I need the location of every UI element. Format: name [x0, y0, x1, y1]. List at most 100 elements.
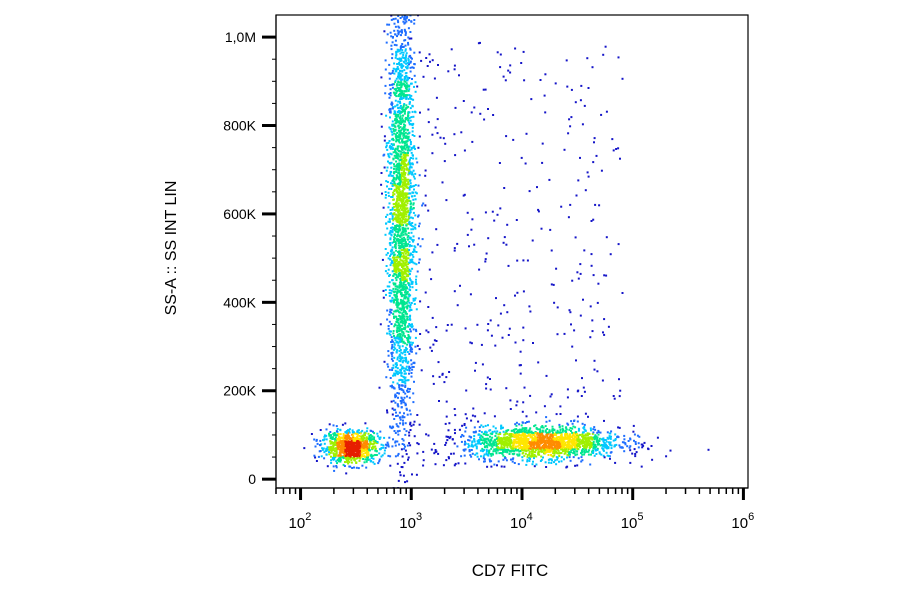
- event-point: [409, 66, 412, 69]
- event-point: [361, 445, 364, 448]
- event-point: [404, 238, 407, 241]
- event-point: [357, 454, 360, 456]
- event-point: [406, 444, 409, 447]
- event-point: [398, 150, 401, 153]
- event-point: [403, 212, 406, 215]
- event-point: [422, 75, 425, 78]
- event-point: [534, 435, 536, 438]
- event-point: [330, 445, 333, 448]
- event-point: [382, 444, 385, 447]
- event-point: [401, 334, 404, 337]
- event-point: [490, 444, 493, 447]
- event-point: [546, 440, 549, 443]
- event-point: [393, 315, 395, 318]
- event-point: [405, 164, 408, 167]
- event-point: [521, 434, 524, 437]
- event-point: [404, 349, 407, 352]
- event-point: [531, 448, 534, 451]
- event-point: [497, 436, 500, 439]
- event-point: [574, 444, 577, 447]
- event-point: [399, 317, 402, 319]
- event-point: [399, 364, 402, 367]
- event-point: [407, 57, 410, 60]
- event-point: [488, 450, 491, 453]
- event-point: [629, 461, 632, 464]
- event-point: [468, 439, 471, 442]
- event-point: [402, 207, 405, 210]
- event-point: [400, 200, 403, 203]
- event-point: [391, 69, 394, 72]
- event-point: [401, 438, 404, 440]
- event-point: [595, 453, 598, 455]
- event-point: [378, 452, 381, 455]
- event-point: [512, 453, 515, 456]
- event-point: [480, 431, 483, 434]
- event-point: [399, 269, 402, 272]
- event-point: [392, 157, 395, 160]
- event-point: [405, 224, 408, 227]
- event-point: [399, 52, 402, 55]
- event-point: [398, 392, 400, 395]
- event-point: [401, 276, 404, 279]
- event-point: [402, 20, 405, 23]
- event-point: [395, 115, 398, 118]
- event-point: [391, 107, 394, 110]
- event-point: [389, 308, 392, 311]
- event-point: [366, 458, 368, 461]
- event-point: [397, 479, 400, 482]
- event-point: [391, 249, 394, 252]
- event-point: [408, 77, 411, 79]
- event-point: [399, 102, 402, 105]
- event-point: [568, 451, 571, 454]
- event-point: [404, 34, 407, 36]
- event-point: [408, 288, 411, 291]
- event-point: [581, 445, 584, 447]
- event-point: [356, 432, 359, 435]
- event-point: [532, 443, 535, 446]
- event-point: [411, 366, 414, 368]
- event-point: [387, 365, 390, 368]
- event-point: [517, 463, 520, 466]
- event-point: [544, 449, 546, 452]
- event-point: [382, 206, 385, 209]
- event-point: [536, 432, 539, 435]
- event-point: [411, 171, 414, 174]
- event-point: [388, 23, 391, 26]
- event-point: [520, 429, 523, 431]
- event-point: [416, 414, 419, 416]
- event-point: [393, 203, 396, 205]
- event-point: [401, 175, 404, 177]
- event-point: [397, 187, 400, 189]
- event-point: [446, 439, 449, 442]
- event-point: [409, 96, 411, 99]
- event-point: [405, 349, 408, 352]
- event-point: [523, 431, 526, 433]
- event-point: [510, 435, 513, 438]
- event-point: [460, 440, 463, 443]
- event-point: [570, 430, 572, 432]
- event-point: [411, 341, 414, 344]
- event-point: [405, 260, 408, 263]
- event-point: [401, 265, 404, 268]
- event-point: [637, 442, 640, 445]
- event-point: [384, 446, 387, 449]
- event-point: [411, 473, 413, 476]
- event-point: [413, 303, 416, 305]
- event-point: [534, 441, 537, 444]
- event-point: [407, 148, 410, 151]
- event-point: [396, 264, 399, 267]
- event-point: [389, 152, 392, 155]
- event-point: [394, 129, 397, 132]
- event-point: [409, 107, 412, 110]
- event-point: [390, 234, 393, 237]
- event-point: [603, 445, 606, 448]
- event-point: [385, 265, 388, 267]
- event-point: [407, 238, 409, 241]
- event-point: [399, 75, 402, 78]
- event-point: [399, 416, 402, 419]
- event-point: [388, 221, 391, 223]
- event-point: [395, 70, 398, 73]
- event-point: [400, 111, 403, 113]
- event-point: [403, 187, 406, 190]
- event-point: [410, 348, 412, 351]
